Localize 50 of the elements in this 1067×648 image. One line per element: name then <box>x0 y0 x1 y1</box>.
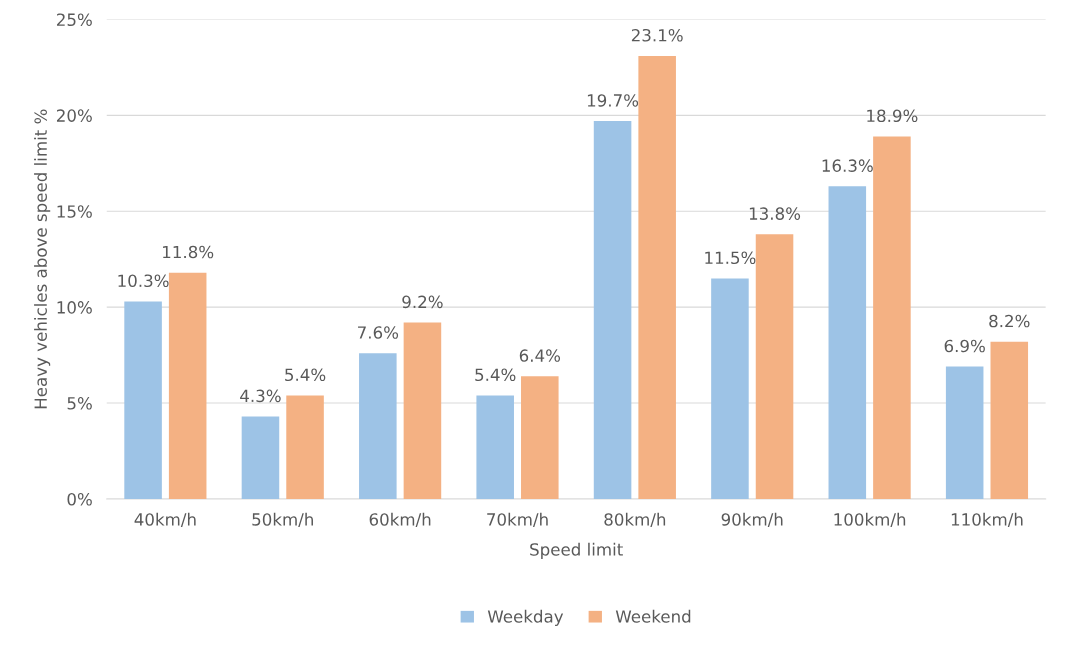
data-label: 5.4% <box>285 368 326 382</box>
data-label: 11.8% <box>163 245 214 259</box>
y-tick-label: 25% <box>56 13 92 27</box>
bar <box>711 278 749 499</box>
legend-label: Weekday <box>487 609 564 626</box>
data-label: 6.9% <box>944 339 985 353</box>
data-label: 10.3% <box>118 274 169 288</box>
x-tick-label: 70km/h <box>487 512 548 528</box>
data-label: 7.6% <box>358 326 399 339</box>
y-tick-label: 10% <box>57 301 92 314</box>
data-label: 4.3% <box>240 389 281 403</box>
bar <box>359 353 397 499</box>
data-label: 19.7% <box>587 94 639 107</box>
x-tick-label: 80km/h <box>604 512 666 528</box>
bar <box>828 186 867 499</box>
data-label: 13.8% <box>749 207 801 220</box>
bar <box>521 376 559 499</box>
y-tick-label: 20% <box>56 109 92 122</box>
bar <box>241 416 280 499</box>
y-axis-title: Heavy vehicles above speed limit % <box>34 109 51 409</box>
x-tick-label: 60km/h <box>369 512 431 528</box>
data-label: 18.9% <box>867 109 918 123</box>
bar <box>476 395 514 499</box>
bar <box>990 341 1029 499</box>
y-tick-label: 0% <box>67 492 92 506</box>
y-tick-label: 15% <box>57 205 92 218</box>
x-tick-label: 90km/h <box>721 512 783 528</box>
bar <box>593 121 632 499</box>
bar <box>945 366 984 499</box>
x-tick-label: 100km/h <box>834 512 906 528</box>
legend-label: Weekend <box>615 609 691 623</box>
bar <box>124 301 162 499</box>
bar <box>638 55 676 499</box>
data-label: 11.5% <box>705 251 756 265</box>
data-label: 16.3% <box>822 159 873 172</box>
x-tick-label: 50km/h <box>252 512 313 528</box>
data-label: 5.4% <box>475 368 516 382</box>
y-tick-label: 5% <box>67 397 92 410</box>
data-label: 6.4% <box>519 349 561 362</box>
data-label: 8.2% <box>989 314 1030 328</box>
x-tick-label: 110km/h <box>951 512 1023 528</box>
bar <box>873 136 911 499</box>
bar <box>755 234 794 499</box>
x-tick-label: 40km/h <box>134 512 196 528</box>
x-axis-title: Speed limit <box>530 542 623 559</box>
bar <box>168 272 207 499</box>
data-label: 9.2% <box>402 295 443 309</box>
bar <box>403 322 442 499</box>
bar <box>286 395 324 499</box>
data-label: 23.1% <box>631 28 683 42</box>
